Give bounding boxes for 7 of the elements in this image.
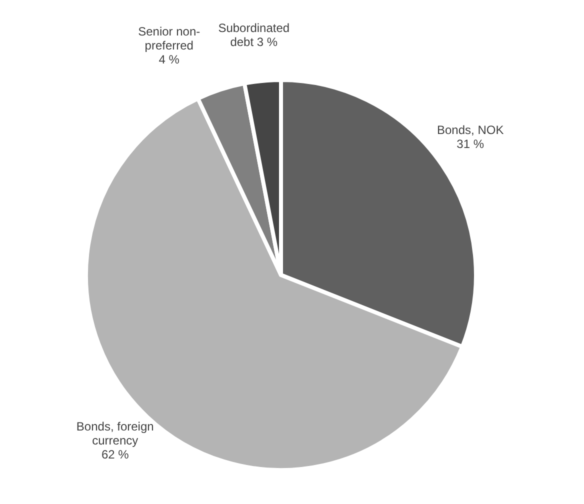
data-label: 62 % [101, 447, 130, 462]
data-label: 31 % [456, 137, 484, 152]
slice-label: Bonds, foreign currency [76, 419, 154, 448]
slice-label: Senior non-preferred [138, 24, 200, 53]
data-label: 4 % [158, 52, 180, 67]
slice-label: Bonds, NOK [437, 123, 504, 138]
slice-label: Subordinated debt 3 % [218, 21, 290, 50]
